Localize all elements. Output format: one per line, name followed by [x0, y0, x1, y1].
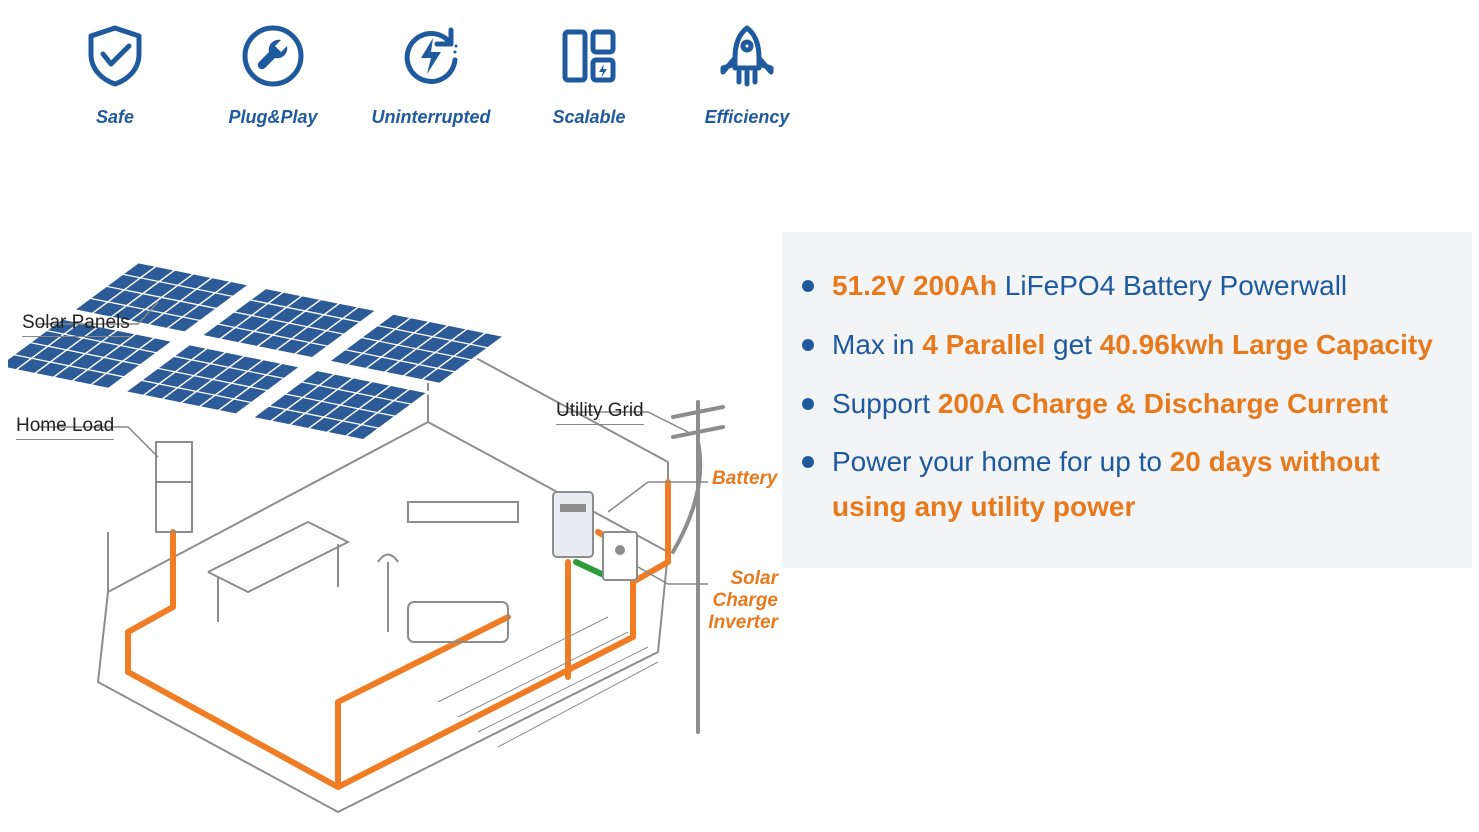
bullet-dot-icon	[802, 339, 814, 351]
bullet-text: Power your home for up to 20 days withou…	[832, 440, 1458, 530]
feature-row: Safe Plug&Play Uninterrupted	[60, 24, 802, 128]
feature-label: Plug&Play	[228, 107, 317, 128]
bullet-dot-icon	[802, 398, 814, 410]
modules-icon	[557, 24, 621, 93]
bullet-panel: 51.2V 200Ah LiFePO4 Battery Powerwall Max…	[782, 232, 1472, 568]
feature-label: Uninterrupted	[372, 107, 491, 128]
bullet-dot-icon	[802, 456, 814, 468]
feature-label: Efficiency	[705, 107, 790, 128]
bullet-text: Max in 4 Parallel get 40.96kwh Large Cap…	[832, 323, 1433, 368]
bullet-item: 51.2V 200Ah LiFePO4 Battery Powerwall	[796, 264, 1458, 309]
bullet-text: Support 200A Charge & Discharge Current	[832, 382, 1388, 427]
inverter-box	[603, 532, 637, 580]
feature-efficiency: Efficiency	[692, 24, 802, 128]
bullet-text: 51.2V 200Ah LiFePO4 Battery Powerwall	[832, 264, 1347, 309]
feature-uninterrupted: Uninterrupted	[376, 24, 486, 128]
battery-box	[553, 492, 593, 557]
wrench-circle-icon	[241, 24, 305, 93]
bullet-item: Support 200A Charge & Discharge Current	[796, 382, 1458, 427]
feature-label: Scalable	[552, 107, 625, 128]
feature-scalable: Scalable	[534, 24, 644, 128]
feature-label: Safe	[96, 107, 134, 128]
shield-check-icon	[83, 24, 147, 93]
bullet-dot-icon	[802, 280, 814, 292]
label-home-load: Home Load	[16, 415, 114, 440]
label-inverter: Solar ChargeInverter	[668, 568, 778, 634]
bullet-item: Max in 4 Parallel get 40.96kwh Large Cap…	[796, 323, 1458, 368]
label-utility-grid: Utility Grid	[556, 400, 644, 425]
rocket-icon	[715, 24, 779, 93]
feature-safe: Safe	[60, 24, 170, 128]
label-solar-panels: Solar Panels	[22, 312, 130, 337]
label-battery: Battery	[712, 468, 777, 490]
bullet-item: Power your home for up to 20 days withou…	[796, 440, 1458, 530]
bolt-refresh-icon	[399, 24, 463, 93]
feature-plugplay: Plug&Play	[218, 24, 328, 128]
